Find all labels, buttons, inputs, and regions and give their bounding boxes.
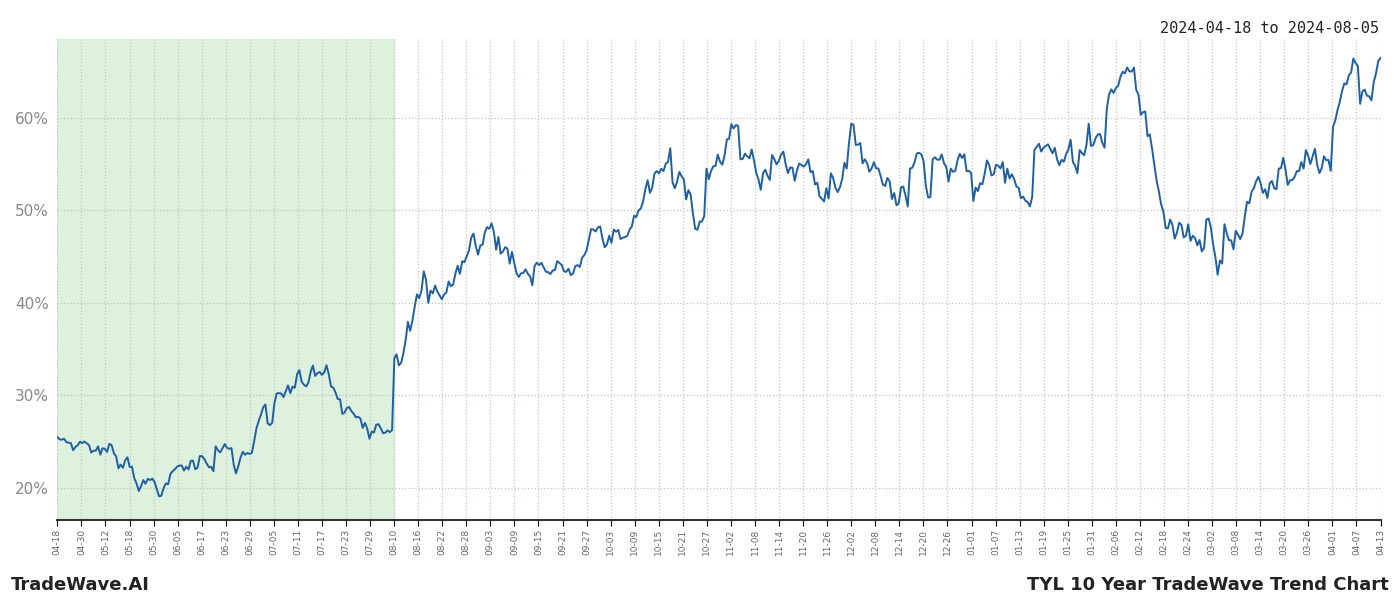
Text: TradeWave.AI: TradeWave.AI bbox=[11, 576, 150, 594]
Bar bbox=[57, 39, 395, 520]
Text: 2024-04-18 to 2024-08-05: 2024-04-18 to 2024-08-05 bbox=[1161, 21, 1379, 36]
Text: TYL 10 Year TradeWave Trend Chart: TYL 10 Year TradeWave Trend Chart bbox=[1028, 576, 1389, 594]
